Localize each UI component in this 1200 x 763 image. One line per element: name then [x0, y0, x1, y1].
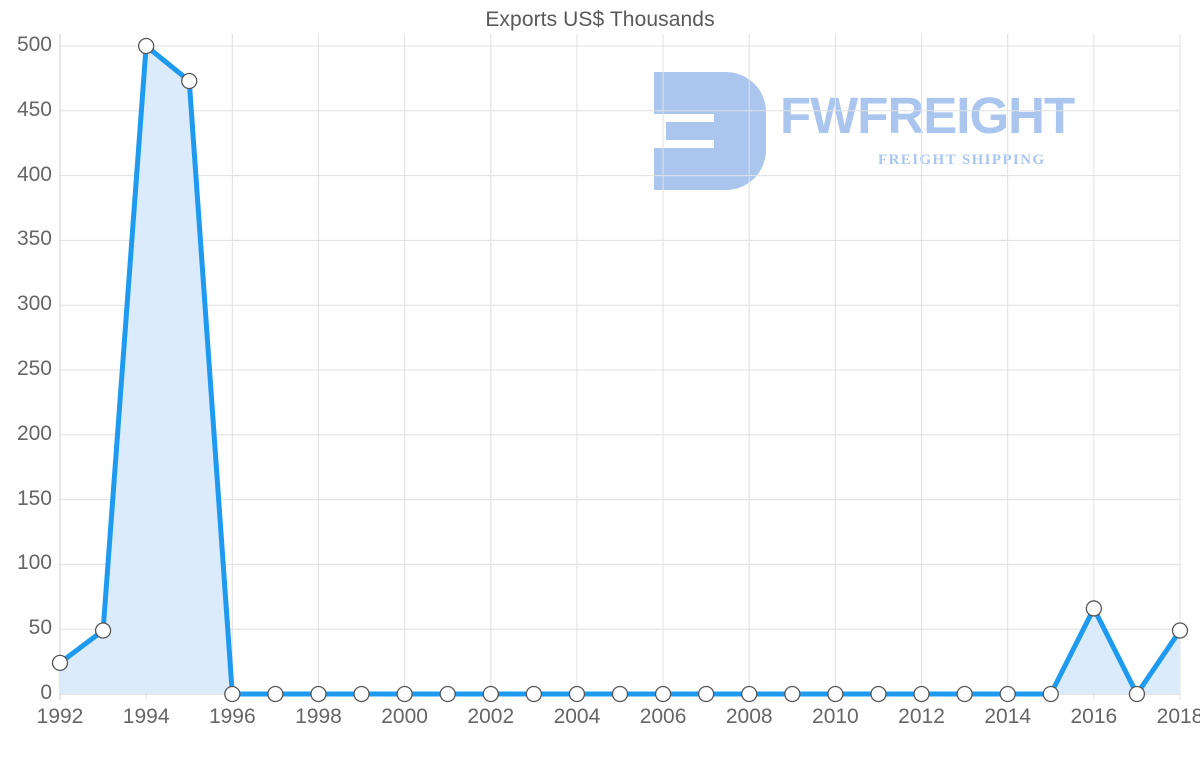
x-axis-tick-label: 2004	[553, 705, 601, 728]
x-axis-tick-label: 2000	[381, 705, 428, 728]
grid-lines	[59, 34, 1181, 700]
x-axis-tick-label: 1992	[36, 705, 84, 728]
y-axis-tick-label: 150	[16, 486, 52, 510]
x-axis-tick-label: 1998	[295, 705, 342, 728]
data-point-marker[interactable]: 2005: 0	[611, 685, 629, 703]
data-point-marker[interactable]: 2007: 0	[698, 685, 715, 703]
data-point-marker[interactable]: 2018: 49	[1171, 622, 1189, 639]
area-fill	[60, 46, 1180, 694]
data-point-marker[interactable]: 2015: 0	[1042, 685, 1059, 703]
y-axis-tick-label: 200	[16, 421, 52, 445]
data-point-marker[interactable]: 2004: 0	[568, 685, 586, 703]
x-axis-tick-label: 2018	[1156, 705, 1200, 728]
x-axis-tick-label: 1994	[122, 705, 170, 728]
y-axis-tick-label: 250	[16, 357, 52, 380]
x-axis-tick-label: 1996	[208, 705, 256, 728]
x-axis-tick-label: 2006	[639, 705, 687, 728]
data-point-marker[interactable]: 2001: 0	[439, 685, 456, 703]
data-point-marker[interactable]: 2014: 0	[999, 685, 1016, 703]
x-axis-tick-label: 2010	[812, 705, 859, 728]
y-axis-tick-label: 450	[16, 97, 52, 121]
y-axis-tick-label: 500	[16, 33, 52, 56]
data-point-marker[interactable]: 2003: 0	[525, 685, 542, 703]
x-axis-tick-label: 2016	[1070, 705, 1118, 728]
data-point-marker[interactable]: 2012: 0	[913, 685, 930, 703]
y-axis-tick-label: 350	[16, 227, 52, 251]
data-point-marker[interactable]: 2002: 0	[482, 685, 499, 703]
x-axis-tick-label: 2002	[467, 705, 515, 728]
y-axis-tick-label: 300	[16, 292, 52, 316]
data-point-marker[interactable]: 1994: 500	[137, 37, 155, 55]
data-point-markers[interactable]: 1992: 24 1993: 49 1994: 500 1995: 473 1996: …	[51, 37, 1189, 703]
data-point-marker[interactable]: 2009: 0	[784, 685, 801, 703]
chart-title: Exports US$ Thousands	[485, 8, 715, 31]
data-point-marker[interactable]: 2006: 0	[654, 685, 672, 703]
y-axis-tick-label: 100	[16, 551, 52, 575]
data-point-marker[interactable]: 2016: 66	[1085, 600, 1102, 617]
data-point-marker[interactable]: 1993: 49	[94, 622, 112, 639]
data-point-marker[interactable]: 1997: 0	[267, 685, 284, 703]
data-point-marker[interactable]: 1995: 473	[181, 72, 198, 90]
data-point-marker[interactable]: 1998: 0	[310, 685, 327, 703]
data-point-marker[interactable]: 1996: 0	[224, 685, 241, 703]
data-point-marker[interactable]: 2013: 0	[956, 685, 973, 703]
x-axis-tick-label: 2012	[898, 705, 945, 728]
y-axis-tick-label: 400	[16, 162, 52, 186]
data-point-marker[interactable]: 1999: 0	[353, 685, 370, 703]
y-axis-tick-label: 0	[40, 681, 52, 704]
data-point-marker[interactable]: 2008: 0	[741, 685, 758, 703]
data-point-marker[interactable]: 1992: 24	[51, 654, 69, 672]
data-point-marker[interactable]: 2011: 0	[870, 685, 887, 703]
x-axis-tick-label: 2008	[725, 705, 773, 728]
data-point-marker[interactable]: 2010: 0	[827, 685, 844, 703]
data-point-marker[interactable]: 2017: 0	[1128, 685, 1146, 703]
y-axis-tick-label: 50	[28, 616, 52, 640]
x-axis-tick-label: 2014	[984, 705, 1032, 728]
data-point-marker[interactable]: 2000: 0	[396, 685, 413, 703]
